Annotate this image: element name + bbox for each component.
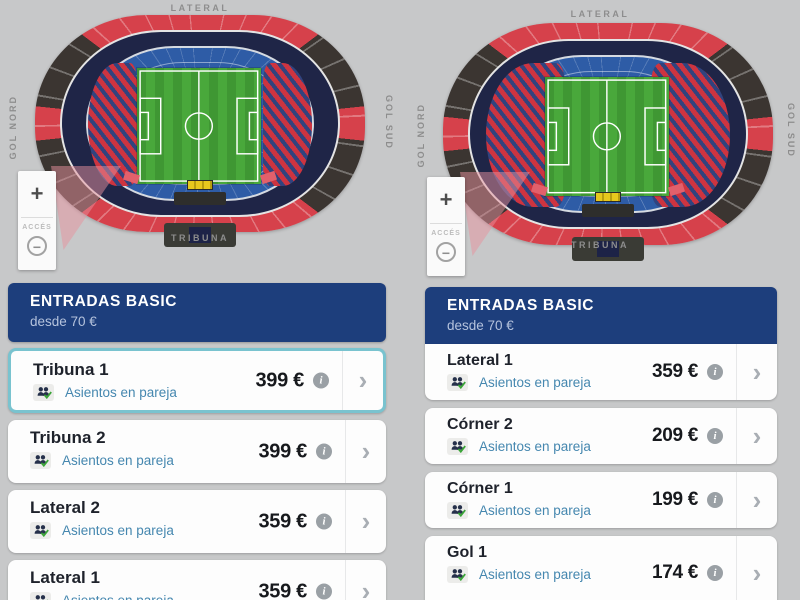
seat-type-label: Asientos en pareja	[479, 375, 591, 390]
list-header: ENTRADAS BASIC desde 70 €	[8, 283, 386, 342]
ticket-list-left: ENTRADAS BASIC desde 70 € Tribuna 1 Asie…	[8, 283, 386, 600]
map-zoom-control: + ACCÉS −	[427, 177, 465, 276]
panel-right: LATERAL GOL NORD GOL SUD TRIBUNA	[400, 0, 800, 600]
football-pitch	[545, 77, 670, 197]
price-label: 174 €	[651, 562, 698, 583]
zone-name: Lateral 2	[30, 498, 100, 517]
ticket-row-gol-1[interactable]: Gol 1 Asientos en pareja 174 € i ›	[425, 536, 777, 600]
zoom-in-button[interactable]: +	[30, 181, 44, 206]
price-label: 199 €	[651, 489, 698, 510]
info-icon[interactable]: i	[707, 565, 723, 581]
list-header-subtitle: desde 70 €	[30, 314, 97, 329]
striped-section-east[interactable]	[262, 62, 313, 187]
zone-name: Tribuna 1	[33, 360, 109, 379]
chevron-right-icon[interactable]: ›	[345, 490, 386, 553]
info-icon[interactable]: i	[316, 583, 332, 600]
press-box	[164, 223, 236, 248]
seat-pair-icon	[33, 384, 54, 401]
seat-pair-icon	[30, 592, 51, 600]
seat-type-label: Asientos en pareja	[65, 385, 177, 400]
price-label: 399 €	[255, 369, 304, 391]
zone-name: Lateral 1	[447, 352, 513, 369]
map-label-gol-sud: GOL SUD	[786, 103, 796, 158]
ticket-row-lateral-2[interactable]: Lateral 2 Asientos en pareja 359 € i ›	[8, 490, 386, 553]
seat-pair-icon	[447, 566, 468, 583]
ticket-row-tribuna-1[interactable]: Tribuna 1 Asientos en pareja 399 € i ›	[8, 348, 386, 413]
football-pitch	[137, 68, 262, 185]
map-label-tribuna: TRIBUNA	[571, 240, 629, 250]
map-label-gol-sud: GOL SUD	[384, 95, 394, 150]
bench-area	[595, 191, 621, 202]
chevron-right-icon[interactable]: ›	[736, 408, 777, 464]
chevron-right-icon[interactable]: ›	[736, 344, 777, 400]
map-zoom-control: + ACCÉS −	[18, 171, 56, 270]
chevron-right-icon[interactable]: ›	[345, 560, 386, 600]
stadium-map-left[interactable]: LATERAL GOL NORD GOL SUD TRIBUNA	[0, 0, 400, 285]
seat-type-label: Asientos en pareja	[479, 503, 591, 518]
ticket-row-lateral-1[interactable]: Lateral 1 Asientos en pareja 359 € i ›	[425, 344, 777, 400]
seat-pair-icon	[447, 438, 468, 455]
price-label: 359 €	[258, 580, 307, 600]
price-label: 359 €	[258, 510, 307, 532]
seat-pair-icon	[30, 452, 51, 469]
tunnel-block	[582, 204, 634, 218]
list-header-subtitle: desde 70 €	[447, 318, 514, 333]
chevron-right-icon[interactable]: ›	[736, 536, 777, 600]
ticket-list-right: ENTRADAS BASIC desde 70 € Lateral 1 Asie…	[425, 287, 777, 600]
zoom-divider	[21, 217, 53, 218]
info-icon[interactable]: i	[707, 492, 723, 508]
tunnel-block	[174, 191, 226, 205]
chevron-right-icon[interactable]: ›	[736, 472, 777, 528]
seat-type-label: Asientos en pareja	[62, 593, 174, 600]
striped-section-west[interactable]	[87, 62, 138, 187]
seat-pair-icon	[447, 374, 468, 391]
zoom-divider	[430, 223, 462, 224]
list-header-title: ENTRADAS BASIC	[447, 297, 595, 314]
seat-pair-icon	[30, 522, 51, 539]
seat-type-label: Asientos en pareja	[62, 453, 174, 468]
zone-name: Córner 1	[447, 480, 513, 497]
map-label-gol-nord: GOL NORD	[416, 103, 426, 168]
info-icon[interactable]: i	[316, 513, 332, 530]
price-label: 359 €	[651, 361, 698, 382]
info-icon[interactable]: i	[707, 364, 723, 380]
info-icon[interactable]: i	[316, 443, 332, 460]
zoom-out-button[interactable]: −	[436, 242, 456, 262]
zone-name: Córner 2	[447, 416, 513, 433]
zoom-out-button[interactable]: −	[27, 236, 47, 256]
bench-area	[187, 179, 213, 190]
acces-label: ACCÉS	[22, 224, 52, 231]
zone-name: Lateral 1	[30, 568, 100, 587]
list-header: ENTRADAS BASIC desde 70 €	[425, 287, 777, 344]
ticket-row-tribuna-2[interactable]: Tribuna 2 Asientos en pareja 399 € i ›	[8, 420, 386, 483]
panel-left: LATERAL GOL NORD GOL SUD TRIBUNA	[0, 0, 400, 600]
chevron-right-icon[interactable]: ›	[342, 351, 383, 410]
info-icon[interactable]: i	[313, 372, 329, 389]
seat-pair-icon	[447, 502, 468, 519]
seat-type-label: Asientos en pareja	[479, 567, 591, 582]
price-label: 399 €	[258, 440, 307, 462]
zone-name: Gol 1	[447, 544, 488, 561]
seat-type-label: Asientos en pareja	[62, 523, 174, 538]
zone-name: Tribuna 2	[30, 428, 106, 447]
acces-label: ACCÉS	[431, 230, 461, 237]
stadium-diagram[interactable]	[35, 15, 365, 248]
list-header-title: ENTRADAS BASIC	[30, 293, 178, 310]
info-icon[interactable]: i	[707, 428, 723, 444]
stadium-map-right[interactable]: LATERAL GOL NORD GOL SUD TRIBUNA	[400, 0, 800, 285]
ticket-row-corner-2[interactable]: Córner 2 Asientos en pareja 209 € i ›	[425, 408, 777, 464]
price-label: 209 €	[651, 425, 698, 446]
map-label-tribuna: TRIBUNA	[171, 233, 229, 243]
ticket-row-lateral-1[interactable]: Lateral 1 Asientos en pareja 359 € i ›	[8, 560, 386, 600]
zoom-in-button[interactable]: +	[439, 187, 453, 212]
map-label-gol-nord: GOL NORD	[8, 95, 18, 160]
map-label-lateral: LATERAL	[570, 9, 630, 19]
map-label-lateral: LATERAL	[170, 3, 230, 13]
seat-type-label: Asientos en pareja	[479, 439, 591, 454]
ticket-row-corner-1[interactable]: Córner 1 Asientos en pareja 199 € i ›	[425, 472, 777, 528]
press-box	[572, 236, 644, 261]
chevron-right-icon[interactable]: ›	[345, 420, 386, 483]
